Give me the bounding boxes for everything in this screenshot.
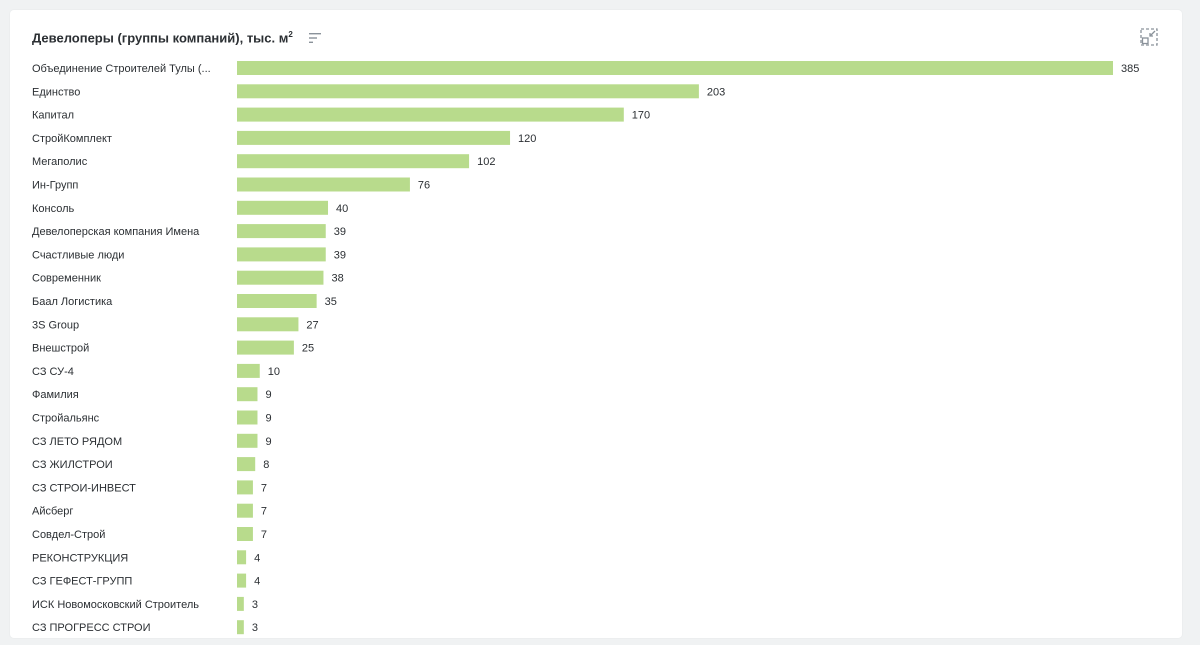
bar[interactable] xyxy=(237,84,699,99)
value-label: 4 xyxy=(254,576,260,588)
category-label: РЕКОНСТРУКЦИЯ xyxy=(32,552,128,564)
category-label: СЗ ЖИЛСТРОИ xyxy=(32,459,113,471)
bar[interactable] xyxy=(237,550,247,565)
chart-card: Девелоперы (группы компаний), тыс. м2 Об… xyxy=(10,10,1182,638)
category-label: 3S Group xyxy=(32,319,79,331)
value-label: 102 xyxy=(477,156,495,168)
value-label: 38 xyxy=(331,273,343,285)
bar[interactable] xyxy=(237,130,511,145)
value-label: 10 xyxy=(268,366,280,378)
chart-title-text: Девелоперы (группы компаний), тыс. м xyxy=(32,30,289,46)
category-label: Единство xyxy=(32,86,80,98)
category-label: Совдел-Строй xyxy=(32,529,105,541)
bar[interactable] xyxy=(237,433,258,448)
value-label: 40 xyxy=(336,203,348,215)
category-label: Мегаполис xyxy=(32,156,88,168)
bar[interactable] xyxy=(237,317,299,332)
bar-chart: Объединение Строителей Тулы (... 385 Единс… xyxy=(32,61,1139,635)
category-label: СтройКомплект xyxy=(32,133,112,145)
value-label: 7 xyxy=(261,506,267,518)
value-label: 27 xyxy=(306,319,318,331)
bar[interactable] xyxy=(237,177,410,192)
category-label: ИСК Новомосковский Строитель xyxy=(32,599,199,611)
bar[interactable] xyxy=(237,457,256,472)
value-label: 39 xyxy=(334,226,346,238)
category-label: Счастливые люди xyxy=(32,249,124,261)
bar[interactable] xyxy=(237,410,258,425)
category-label: Внешстрой xyxy=(32,343,89,355)
category-label: Стройальянс xyxy=(32,413,100,425)
bar[interactable] xyxy=(237,573,247,588)
bar[interactable] xyxy=(237,247,326,262)
bar[interactable] xyxy=(237,154,470,169)
value-label: 4 xyxy=(254,552,260,564)
category-label: Капитал xyxy=(32,110,74,122)
value-label: 7 xyxy=(261,482,267,494)
chart-title-superscript: 2 xyxy=(288,30,293,40)
value-label: 170 xyxy=(632,110,650,122)
bar[interactable] xyxy=(237,61,1113,75)
bar[interactable] xyxy=(237,294,317,308)
category-label: СЗ СУ-4 xyxy=(32,366,74,378)
value-label: 9 xyxy=(265,436,271,448)
category-label: СЗ ЛЕТО РЯДОМ xyxy=(32,436,122,448)
chart-header: Девелоперы (группы компаний), тыс. м2 xyxy=(32,28,323,48)
bar[interactable] xyxy=(237,224,326,239)
category-label: СЗ ГЕФЕСТ-ГРУПП xyxy=(32,576,132,588)
value-label: 203 xyxy=(707,86,725,98)
category-label: Айсберг xyxy=(32,506,73,518)
category-label: Фамилия xyxy=(32,389,79,401)
bar[interactable] xyxy=(237,270,324,285)
category-label: Объединение Строителей Тулы (... xyxy=(32,63,211,75)
sort-icon[interactable] xyxy=(307,30,323,46)
bar[interactable] xyxy=(237,620,244,635)
value-label: 76 xyxy=(418,180,430,192)
value-label: 35 xyxy=(325,296,337,308)
bar[interactable] xyxy=(237,387,258,402)
bar[interactable] xyxy=(237,527,253,541)
category-label: СЗ ПРОГРЕСС СТРОИ xyxy=(32,622,151,634)
chart-title: Девелоперы (группы компаний), тыс. м2 xyxy=(32,30,293,45)
value-label: 9 xyxy=(265,413,271,425)
collapse-icon[interactable] xyxy=(1138,26,1160,48)
value-label: 25 xyxy=(302,343,314,355)
bar[interactable] xyxy=(237,596,244,611)
value-label: 7 xyxy=(261,529,267,541)
category-label: Современник xyxy=(32,273,101,285)
value-label: 3 xyxy=(252,622,258,634)
bar[interactable] xyxy=(237,480,253,495)
category-label: Девелоперская компания Имена xyxy=(32,226,200,238)
category-label: Консоль xyxy=(32,203,75,215)
bar[interactable] xyxy=(237,107,624,122)
value-label: 120 xyxy=(518,133,536,145)
bar[interactable] xyxy=(237,340,294,355)
value-label: 3 xyxy=(252,599,258,611)
value-label: 385 xyxy=(1121,63,1139,75)
value-label: 9 xyxy=(265,389,271,401)
category-label: Баал Логистика xyxy=(32,296,113,308)
bar[interactable] xyxy=(237,200,329,215)
bar[interactable] xyxy=(237,363,260,378)
bar[interactable] xyxy=(237,503,253,518)
value-label: 39 xyxy=(334,249,346,261)
category-label: СЗ СТРОИ-ИНВЕСТ xyxy=(32,482,136,494)
value-label: 8 xyxy=(263,459,269,471)
category-label: Ин-Групп xyxy=(32,180,78,192)
